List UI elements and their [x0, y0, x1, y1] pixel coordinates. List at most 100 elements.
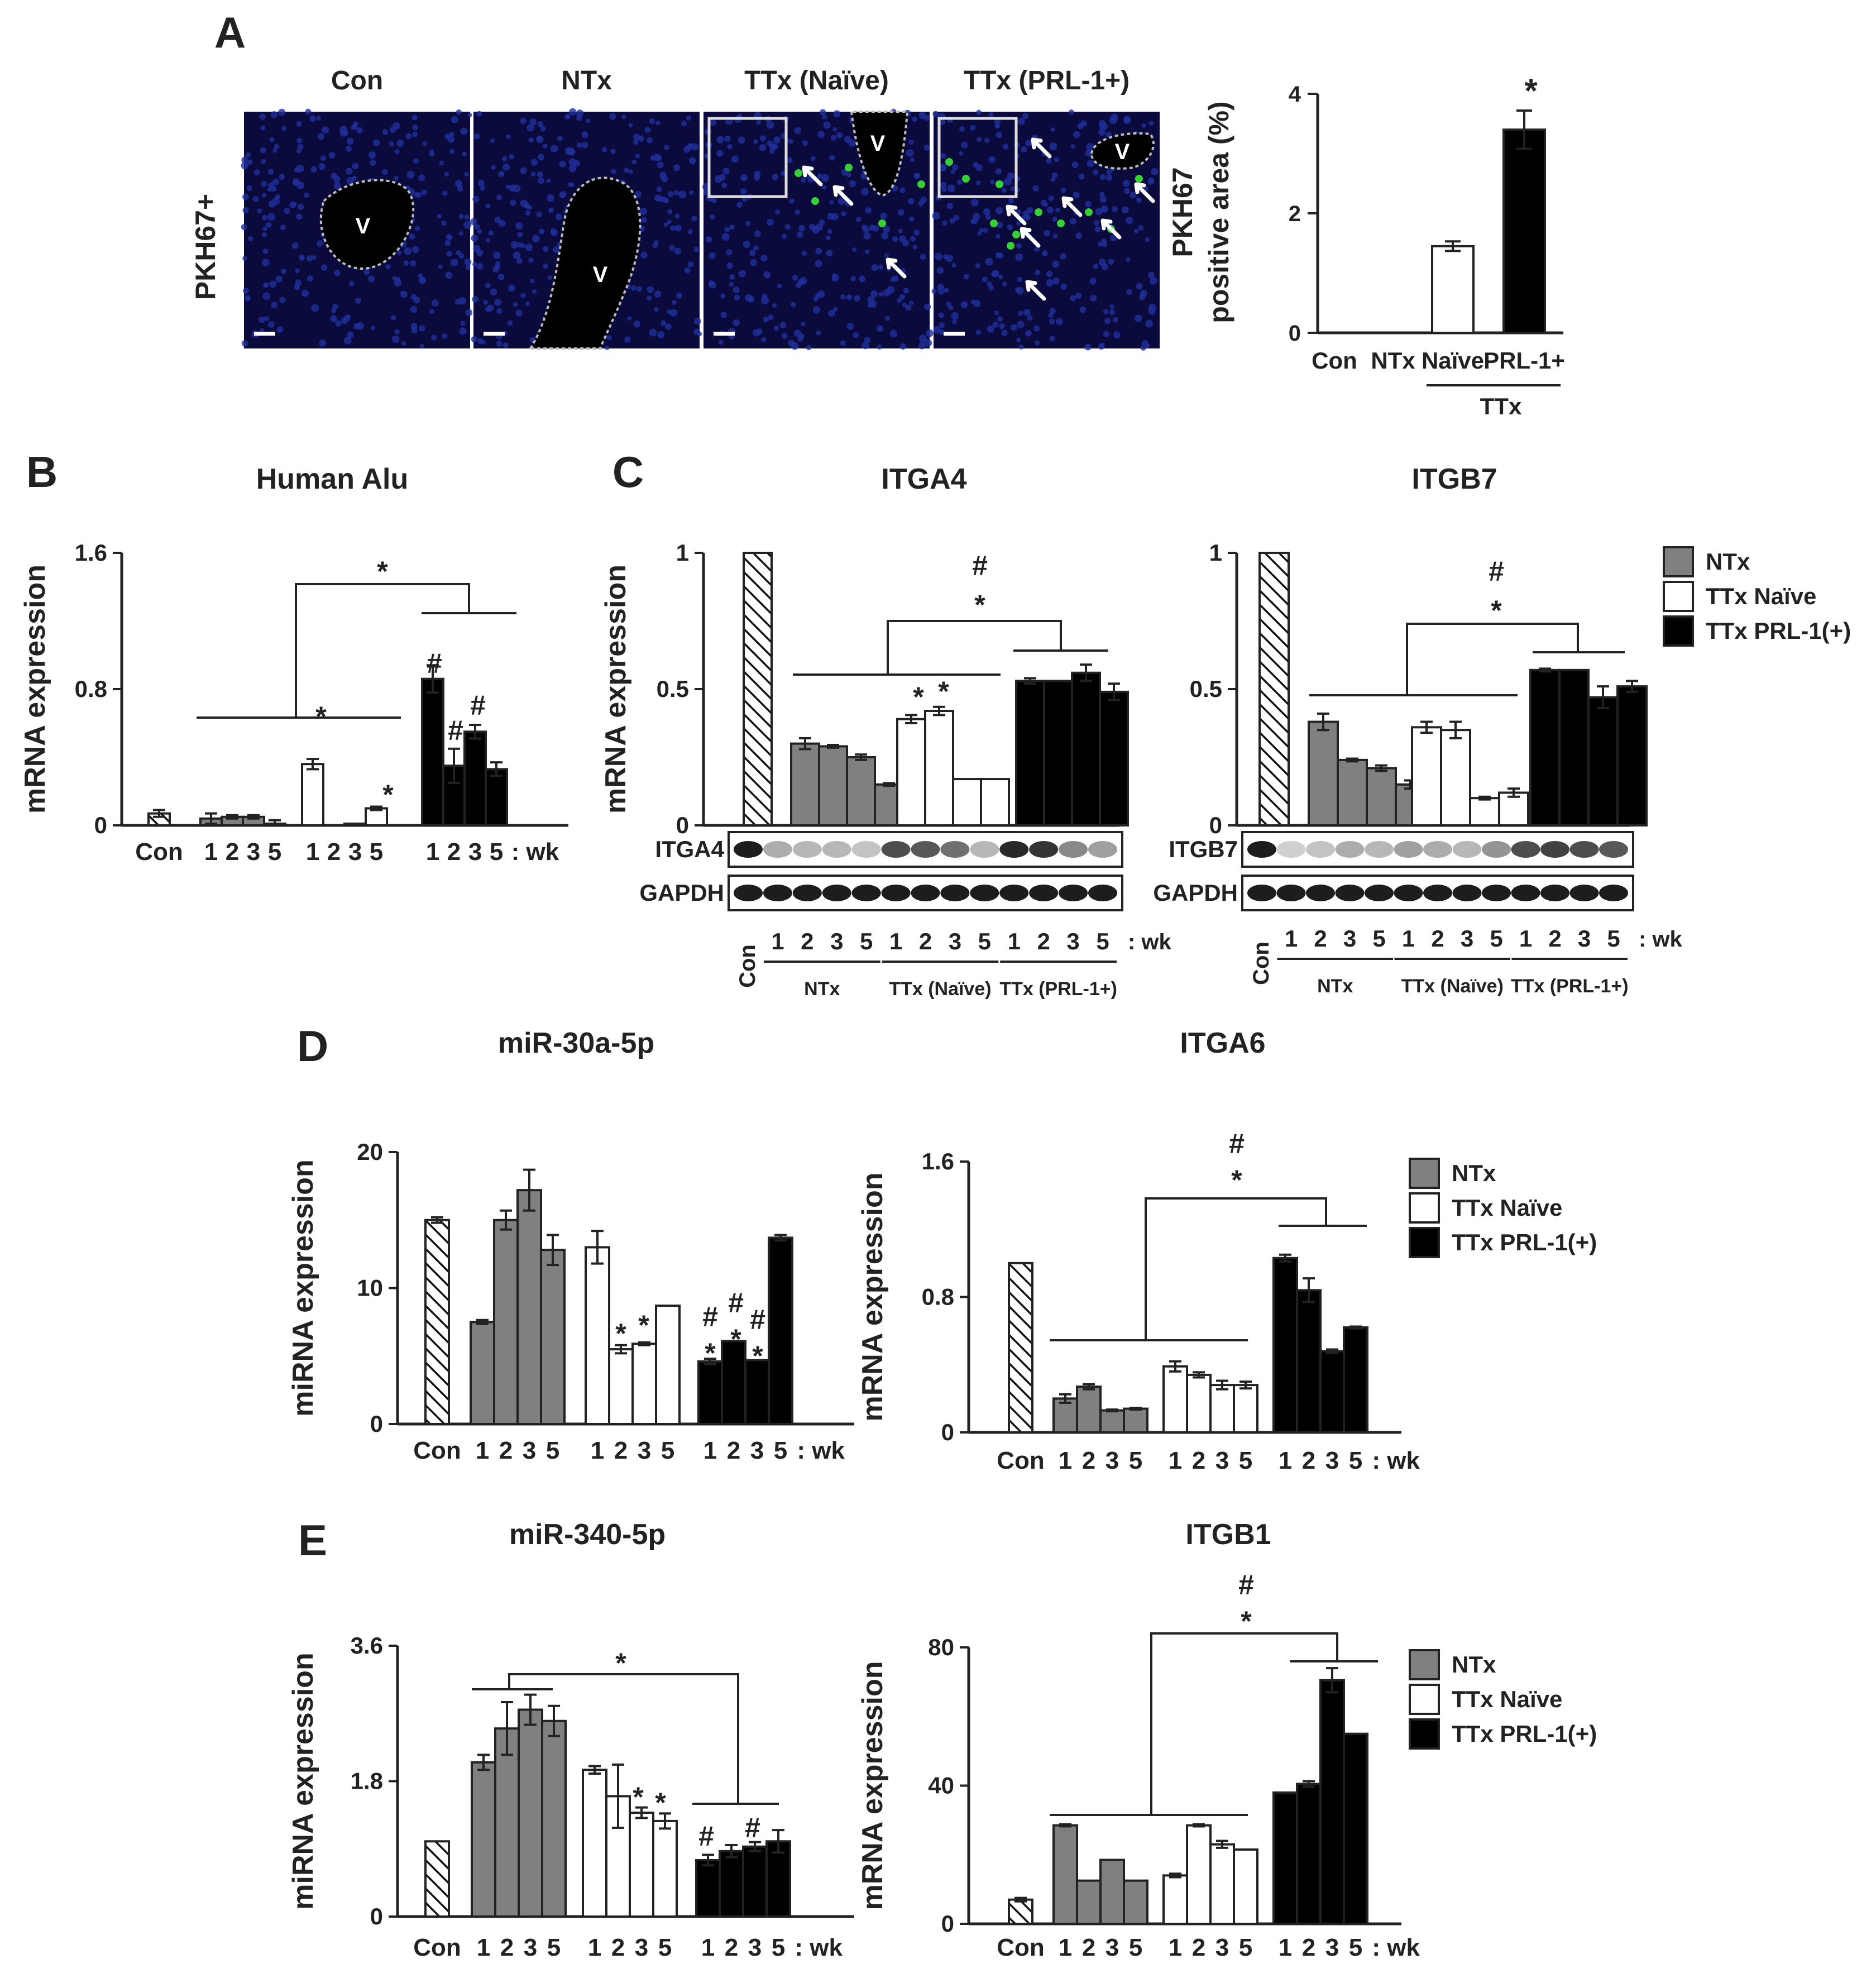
nucleus-dot [798, 225, 805, 232]
nucleus-dot [509, 154, 515, 160]
nucleus-dot [1071, 161, 1079, 168]
arrow-icon [1025, 280, 1046, 301]
nucleus-dot [849, 180, 856, 187]
sig-star-main: * [377, 556, 388, 587]
x-label-week: 3 [1106, 1447, 1119, 1474]
pkh67-signal [795, 169, 802, 177]
nucleus-dot [850, 275, 856, 281]
nucleus-dot [529, 118, 537, 126]
nucleus-dot [309, 115, 316, 122]
nucleus-dot [674, 213, 680, 219]
y-tick-label: 1.6 [75, 539, 107, 566]
nucleus-dot [721, 233, 730, 241]
nucleus-dot [312, 255, 317, 260]
nucleus-dot [665, 323, 672, 330]
category-label-2: Naïve [1422, 347, 1484, 374]
nucleus-dot [759, 135, 767, 142]
nucleus-dot [661, 175, 668, 183]
x-label-week: 1 [204, 838, 218, 866]
bar-2-3 [1099, 690, 1129, 826]
nucleus-dot [1055, 318, 1063, 326]
nucleus-dot [473, 245, 481, 252]
nucleus-dot [247, 236, 253, 242]
nucleus-dot [321, 126, 329, 134]
nucleus-dot [920, 197, 927, 203]
nucleus-dot [515, 222, 523, 230]
sig-hash-main: # [1229, 1128, 1245, 1159]
group-label-1: TTx (Naïve) [889, 978, 991, 1000]
legend-swatch-1 [1409, 1684, 1440, 1715]
x-label-week: 3 [748, 1934, 762, 1961]
nucleus-dot [905, 304, 912, 311]
nucleus-dot [320, 155, 326, 161]
sig-star-prl-2: * [730, 1324, 741, 1355]
nucleus-dot [610, 149, 616, 154]
nucleus-dot [933, 326, 941, 333]
bar-0-0 [1052, 1824, 1078, 1925]
x-label-suffix: : wk [1372, 1447, 1420, 1474]
bar-2-1 [1558, 668, 1590, 826]
nucleus-dot [716, 150, 724, 157]
micrograph-label-2: TTx (Naïve) [744, 66, 889, 95]
bar [1431, 245, 1475, 334]
nucleus-dot [740, 188, 747, 195]
nucleus-dot [502, 163, 510, 171]
nucleus-dot [932, 111, 939, 117]
nucleus-dot [400, 291, 408, 298]
nucleus-dot [507, 320, 513, 326]
bar-0-0 [471, 1761, 496, 1918]
nucleus-dot [449, 149, 455, 154]
blot-band [1059, 841, 1088, 858]
nucleus-dot [494, 216, 501, 223]
nucleus-dot [241, 340, 248, 347]
blot-band [970, 885, 999, 901]
x-label-con: Con [135, 838, 183, 866]
sig-star-main: * [1241, 1606, 1252, 1637]
nucleus-dot [297, 144, 304, 150]
sig-hash-main: # [1238, 1569, 1254, 1600]
nucleus-dot [279, 174, 285, 180]
nucleus-dot [795, 209, 800, 215]
bar-0-1 [1076, 1385, 1102, 1434]
y-axis-label: miRNA expression [287, 1159, 319, 1416]
nucleus-dot [261, 181, 267, 187]
nucleus-dot [391, 335, 400, 343]
nucleus-dot [1027, 315, 1033, 321]
nucleus-dot [409, 233, 415, 240]
blot-band [734, 841, 763, 858]
nucleus-dot [756, 120, 762, 125]
blot-band [940, 841, 970, 858]
nucleus-dot [1051, 172, 1058, 179]
blot-band [1306, 885, 1335, 901]
nucleus-dot [527, 124, 534, 132]
nucleus-dot [1104, 318, 1111, 324]
nucleus-dot [1007, 172, 1014, 180]
y-tick-label: 2 [1289, 202, 1301, 226]
nucleus-dot [269, 280, 277, 288]
x-label-week: 3 [523, 1437, 536, 1464]
x-label-week: 2 [614, 1437, 628, 1464]
nucleus-dot [449, 132, 454, 137]
nucleus-dot [601, 146, 607, 152]
nucleus-dot [926, 329, 934, 337]
nucleus-dot [267, 213, 275, 221]
nucleus-dot [633, 320, 641, 328]
y-tick-label: 0.5 [1190, 676, 1222, 702]
nucleus-dot [998, 274, 1003, 280]
nucleus-dot [1015, 253, 1023, 261]
nucleus-dot [639, 207, 647, 215]
nucleus-dot [319, 339, 326, 347]
nucleus-dot [1050, 176, 1056, 182]
bar-0-0 [790, 742, 820, 826]
blot-label-1: GAPDH [639, 880, 724, 906]
y-tick-label: 1 [1209, 539, 1222, 566]
legend-swatch-0 [1409, 1649, 1440, 1680]
nucleus-dot [720, 312, 728, 318]
sig-star-prl-1: * [705, 1337, 716, 1369]
nucleus-dot [898, 228, 903, 233]
nucleus-dot [1025, 330, 1032, 337]
nucleus-dot [1112, 206, 1118, 212]
blot-x-label-week: 2 [1037, 928, 1050, 954]
nucleus-dot [854, 295, 860, 302]
blot-band [1452, 885, 1482, 901]
